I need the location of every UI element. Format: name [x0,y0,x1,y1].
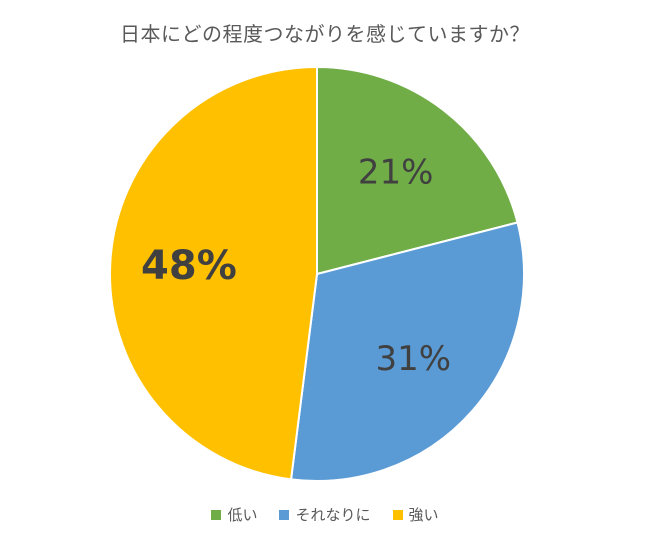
legend-label: それなりに [295,506,371,524]
slice-label-1: 21% [358,153,434,193]
legend-item-2: それなりに [279,504,371,525]
pie-slice-3 [109,65,318,481]
slice-label-3: 48% [141,243,237,289]
legend-swatch [279,509,290,520]
legend-item-3: 強い [392,504,439,525]
legend: 低い それなりに 強い [0,504,650,525]
chart-title: 日本にどの程度つながりを感じていますか？ [120,22,530,46]
pie-slice-1 [316,65,519,276]
pie-slice-2 [289,221,525,482]
slice-label-2: 31% [375,339,451,379]
legend-label: 低い [227,506,258,524]
legend-swatch [211,509,222,520]
legend-swatch [392,509,403,520]
legend-item-1: 低い [211,504,257,525]
legend-label: 強い [408,506,439,524]
